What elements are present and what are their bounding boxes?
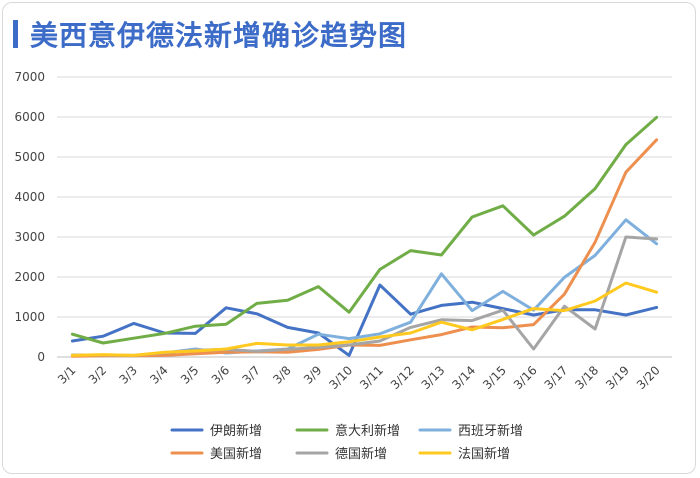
legend-label: 意大利新增 bbox=[335, 423, 400, 439]
legend-label: 美国新增 bbox=[210, 446, 262, 462]
x-tick-label: 3/19 bbox=[603, 363, 632, 392]
y-tick-label: 4000 bbox=[14, 190, 45, 204]
chart-title: 美西意伊德法新增确诊趋势图 bbox=[30, 19, 408, 52]
x-tick-label: 3/13 bbox=[419, 363, 448, 392]
series-line bbox=[70, 281, 659, 357]
x-tick-label: 3/1 bbox=[55, 363, 79, 387]
y-tick-label: 3000 bbox=[14, 230, 45, 244]
series-lines bbox=[70, 115, 659, 358]
x-tick-label: 3/12 bbox=[388, 363, 417, 392]
y-tick-label: 5000 bbox=[14, 150, 45, 164]
x-tick-label: 3/3 bbox=[116, 363, 140, 387]
chart-card bbox=[2, 2, 696, 474]
series-line bbox=[70, 138, 659, 358]
y-tick-label: 2000 bbox=[14, 270, 45, 284]
y-tick-label: 6000 bbox=[14, 110, 45, 124]
x-tick-label: 3/8 bbox=[270, 363, 294, 387]
x-tick-label: 3/2 bbox=[86, 363, 110, 387]
x-tick-label: 3/7 bbox=[239, 363, 263, 387]
x-tick-label: 3/18 bbox=[572, 363, 601, 392]
y-tick-label: 1000 bbox=[14, 310, 45, 324]
x-axis: 3/1 3/2 3/3 3/4 3/5 3/6 3/7 3/8 3/9 3/10 3/11 3/12 3… bbox=[55, 363, 663, 392]
legend-label: 伊朗新增 bbox=[210, 423, 262, 439]
x-tick-label: 3/10 bbox=[326, 363, 355, 392]
y-tick-label: 0 bbox=[37, 350, 45, 364]
y-tick-label: 7000 bbox=[14, 70, 45, 84]
legend-label: 法国新增 bbox=[458, 446, 510, 462]
legend-label: 西班牙新增 bbox=[458, 423, 523, 439]
x-tick-label: 3/20 bbox=[634, 363, 663, 392]
x-tick-label: 3/4 bbox=[147, 363, 171, 387]
x-tick-label: 3/9 bbox=[301, 363, 325, 387]
legend-label: 德国新增 bbox=[335, 446, 387, 462]
gridlines bbox=[57, 76, 672, 358]
x-tick-label: 3/6 bbox=[209, 363, 233, 387]
x-tick-label: 3/17 bbox=[542, 363, 571, 392]
series-line bbox=[70, 115, 659, 345]
title-accent-bar bbox=[13, 20, 18, 48]
x-tick-label: 3/14 bbox=[449, 363, 478, 392]
x-tick-label: 3/16 bbox=[511, 363, 540, 392]
y-axis: 0 1000 2000 3000 4000 5000 6000 7000 bbox=[14, 70, 45, 364]
x-tick-label: 3/11 bbox=[357, 363, 386, 392]
x-tick-label: 3/5 bbox=[178, 363, 202, 387]
x-tick-label: 3/15 bbox=[480, 363, 509, 392]
